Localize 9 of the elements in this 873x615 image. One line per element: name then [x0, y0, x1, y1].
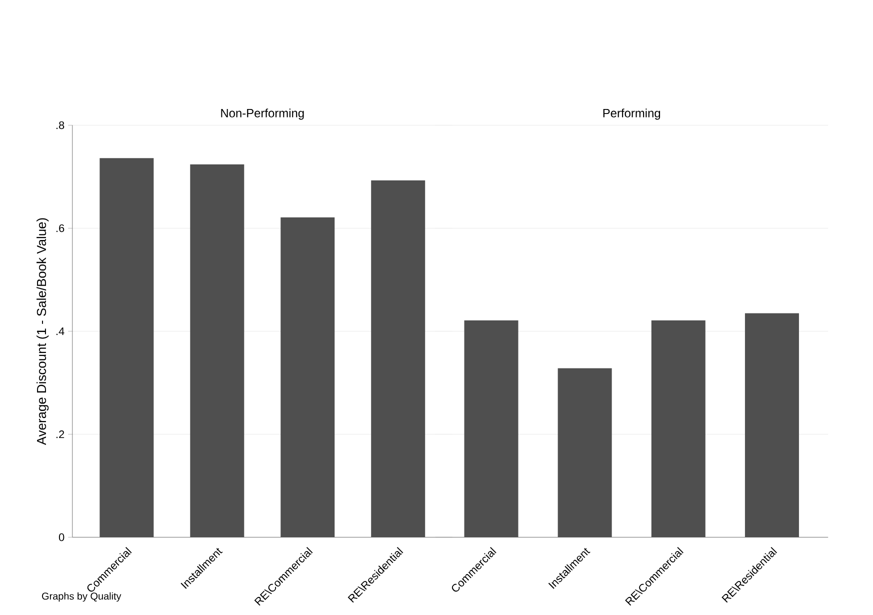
chart-title: Non-Performing	[221, 108, 304, 120]
y-tick-label: .2	[56, 430, 64, 438]
y-tick-label: .6	[56, 224, 64, 232]
y-tick-label: .4	[56, 327, 64, 335]
y-axis-title: Average Discount (1 - Sale/Book Value)	[36, 218, 49, 446]
y-tick-label: .8	[56, 121, 64, 130]
y-tick-label: 0	[58, 533, 64, 542]
chart-title: Performing	[603, 108, 660, 120]
text: Graphs by Quality	[42, 592, 122, 602]
